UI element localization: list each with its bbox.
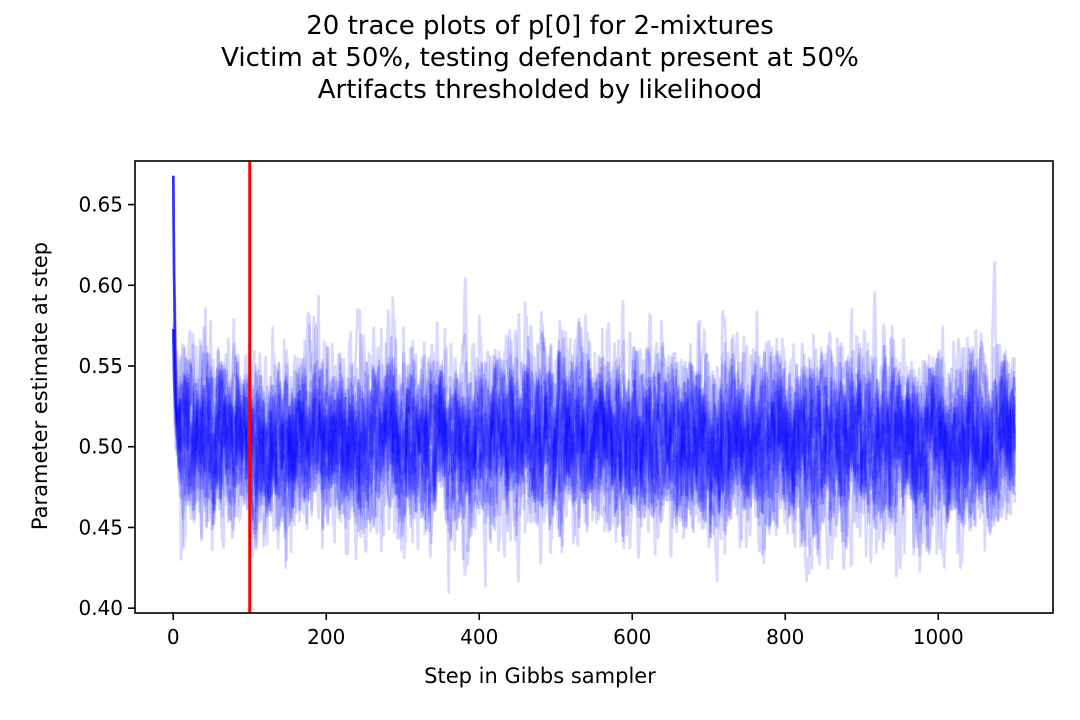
chart-title-line-3: Artifacts thresholded by likelihood — [317, 75, 763, 105]
y-tick-label: 0.45 — [78, 515, 123, 539]
trace-series-7 — [171, 175, 1017, 558]
x-tick-label: 600 — [613, 625, 651, 649]
trace-series-13 — [171, 291, 1017, 582]
chart-title-line-2: Victim at 50%, testing defendant present… — [221, 43, 859, 73]
trace-series-group — [171, 175, 1017, 594]
trace-series-2 — [171, 175, 1017, 560]
trace-series-20 — [171, 322, 1017, 552]
x-tick-label: 200 — [307, 625, 345, 649]
trace-series-5 — [171, 175, 1017, 543]
plot-frame — [134, 160, 1054, 614]
trace-series-14 — [171, 326, 1017, 568]
y-axis-ticks: 0.40 0.45 0.50 0.55 0.60 0.65 — [78, 193, 135, 620]
x-tick-label: 0 — [167, 625, 180, 649]
x-tick-label: 800 — [766, 625, 804, 649]
x-axis-ticks: 0 200 400 600 800 1000 — [167, 613, 964, 649]
y-tick-label: 0.60 — [78, 273, 123, 297]
trace-series-1 — [171, 175, 1017, 594]
chart-title-line-1: 20 trace plots of p[0] for 2-mixtures — [306, 11, 774, 41]
trace-series-10 — [171, 175, 1017, 583]
trace-series-12 — [171, 325, 1017, 550]
trace-series-8 — [171, 175, 1017, 569]
trace-series-15 — [171, 318, 1017, 576]
trace-series-16 — [171, 329, 1017, 569]
chart-title: 20 trace plots of p[0] for 2-mixtures Vi… — [0, 10, 1080, 106]
x-axis-label: Step in Gibbs sampler — [424, 664, 656, 688]
y-tick-label: 0.65 — [78, 193, 123, 217]
trace-series-6 — [171, 175, 1017, 578]
y-tick-label: 0.40 — [78, 596, 123, 620]
trace-series-17 — [171, 326, 1017, 569]
y-tick-label: 0.50 — [78, 435, 123, 459]
trace-series-4 — [171, 175, 1017, 582]
x-tick-label: 400 — [460, 625, 498, 649]
trace-series-9 — [171, 175, 1017, 570]
trace-series-19 — [171, 261, 1017, 561]
trace-series-11 — [171, 329, 1017, 570]
trace-series-3 — [171, 175, 1017, 588]
y-tick-label: 0.55 — [78, 354, 123, 378]
trace-series-18 — [171, 301, 1017, 561]
x-tick-label: 1000 — [913, 625, 964, 649]
